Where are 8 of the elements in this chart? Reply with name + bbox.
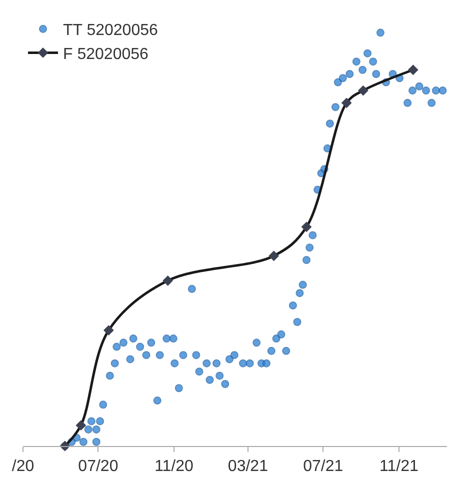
x-tick-label: 11/20 bbox=[154, 458, 194, 476]
x-tick-label: 07/20 bbox=[78, 458, 118, 476]
x-tick-label: 03/21 bbox=[228, 458, 268, 476]
x-tick-label: /20 bbox=[12, 458, 34, 476]
legend-label: F 52020056 bbox=[63, 46, 149, 63]
x-tick-label: 11/21 bbox=[380, 458, 418, 476]
legend-label: TT 52020056 bbox=[63, 22, 158, 40]
x-tick-label: 07/21 bbox=[303, 458, 344, 476]
